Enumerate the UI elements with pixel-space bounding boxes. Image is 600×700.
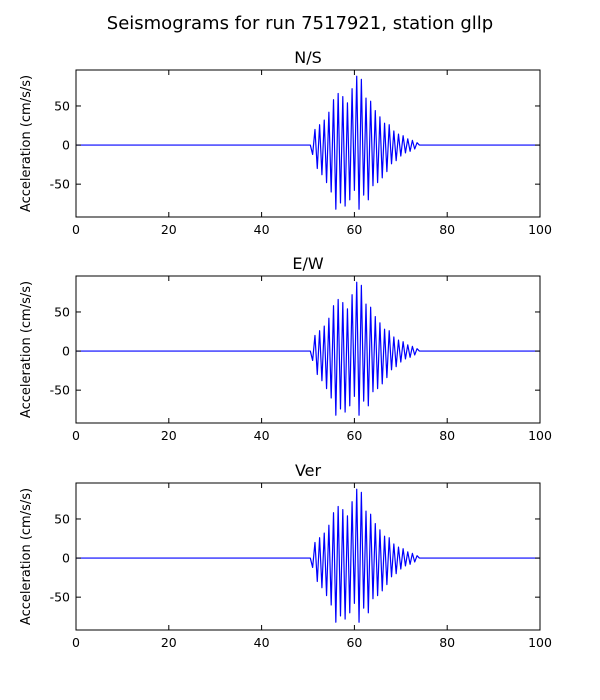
x-tick-label: 40 xyxy=(254,635,270,650)
subplot-1: E/W Acceleration (cm/s/s) 0 20 40 60 80 100 -50 0… xyxy=(19,254,552,443)
plot-frame xyxy=(75,482,541,631)
x-tick-label: 20 xyxy=(161,635,177,650)
y-tick-label: -50 xyxy=(50,177,70,192)
x-tick-label: 40 xyxy=(254,428,270,443)
x-tick-label: 60 xyxy=(346,635,362,650)
seismogram-trace xyxy=(76,281,540,416)
x-tick-label: 80 xyxy=(439,428,455,443)
y-tick-label: 0 xyxy=(62,551,70,566)
x-tick-label: 40 xyxy=(254,222,270,237)
x-tick-label: 100 xyxy=(528,635,552,650)
subplot-0: N/S Acceleration (cm/s/s) 0 20 40 60 80 100 -50 0… xyxy=(19,48,552,237)
subplot-title: N/S xyxy=(294,48,322,67)
x-tick-label: 0 xyxy=(72,222,80,237)
plot-frame xyxy=(75,69,541,218)
x-tick-label: 0 xyxy=(72,428,80,443)
x-tick-label: 0 xyxy=(72,635,80,650)
subplot-panels: N/S Acceleration (cm/s/s) 0 20 40 60 80 100 -50 0… xyxy=(19,48,552,650)
y-tick-label: 50 xyxy=(54,304,70,319)
plot-frame xyxy=(75,275,541,424)
y-tick-label: -50 xyxy=(50,383,70,398)
x-tick-label: 20 xyxy=(161,428,177,443)
x-tick-label: 60 xyxy=(346,222,362,237)
y-axis-label: Acceleration (cm/s/s) xyxy=(19,75,34,212)
x-tick-label: 80 xyxy=(439,222,455,237)
y-tick-label: 50 xyxy=(54,98,70,113)
y-tick-label: 0 xyxy=(62,138,70,153)
seismogram-trace xyxy=(76,488,540,623)
y-tick-label: -50 xyxy=(50,590,70,605)
y-axis-label: Acceleration (cm/s/s) xyxy=(19,488,34,625)
subplot-2: Ver Acceleration (cm/s/s) 0 20 40 60 80 100 -50 0… xyxy=(19,461,552,650)
x-tick-label: 100 xyxy=(528,222,552,237)
seismogram-trace xyxy=(76,75,540,210)
figure-title: Seismograms for run 7517921, station gll… xyxy=(107,13,493,34)
subplot-title: Ver xyxy=(295,461,322,480)
subplot-title: E/W xyxy=(292,254,324,273)
y-axis-label: Acceleration (cm/s/s) xyxy=(19,281,34,418)
x-tick-label: 80 xyxy=(439,635,455,650)
x-tick-label: 100 xyxy=(528,428,552,443)
x-tick-label: 20 xyxy=(161,222,177,237)
y-tick-label: 50 xyxy=(54,511,70,526)
x-tick-label: 60 xyxy=(346,428,362,443)
y-tick-label: 0 xyxy=(62,344,70,359)
